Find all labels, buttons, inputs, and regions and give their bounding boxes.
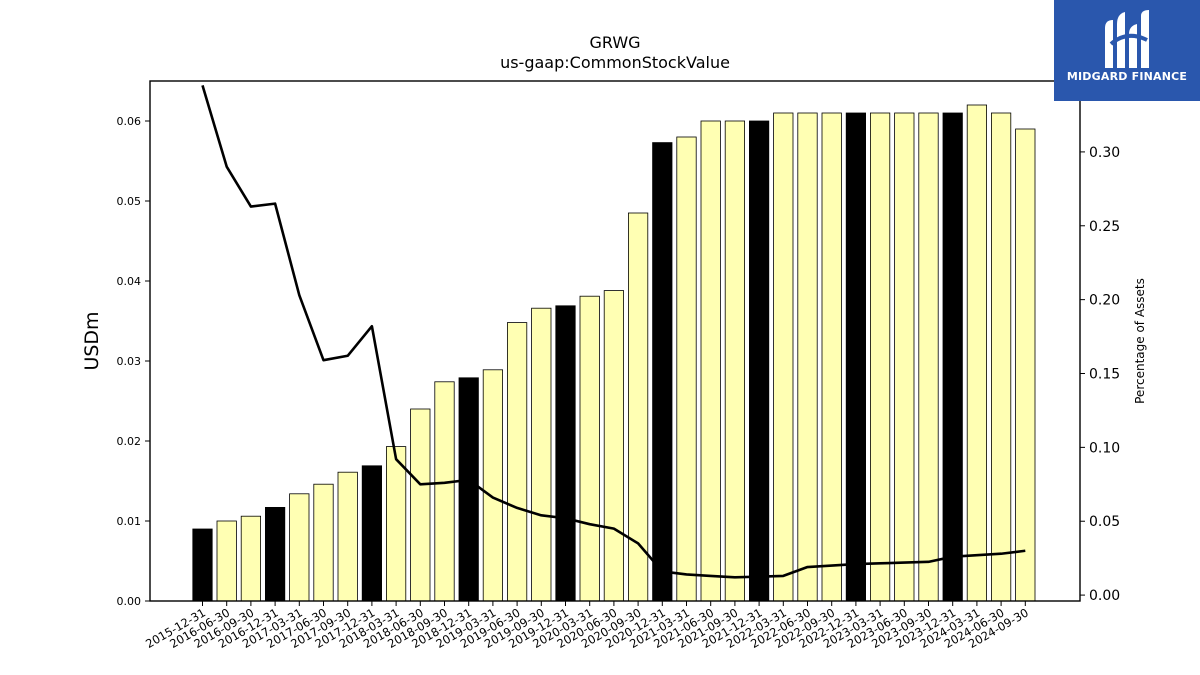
midgard-logo-icon [1105,10,1149,68]
bar-2017-09-30 [337,471,358,602]
y2-tick-label: 0.30 [1089,145,1120,161]
y2-tick-label: 0.15 [1089,367,1120,383]
bar-2019-03-31 [482,369,504,602]
y-axis-right: 0.00 0.05 0.10 0.15 0.20 0.25 0.30 [1080,145,1120,604]
y-tick-label: 0.06 [117,115,142,128]
y-tick-label: 0.00 [117,595,142,608]
bar-2019-12-31 [555,305,576,602]
midgard-finance-logo: MIDGARD FINANCE [1054,0,1200,101]
bar-2023-12-31 [942,112,963,602]
y2-tick-label: 0.10 [1089,440,1120,456]
bar-2017-12-31 [361,465,383,602]
bar-2022-09-30 [821,112,842,602]
bar-2024-09-30 [1015,128,1036,602]
bar-2023-03-31 [870,112,891,602]
bar-2017-06-30 [313,483,334,602]
y-tick-label: 0.04 [117,275,142,288]
logo-text: MIDGARD FINANCE [1066,70,1188,83]
y-axis-left: 0.00 0.01 0.02 0.03 0.04 0.05 0.06 [117,115,150,608]
bar-2018-12-31 [458,377,479,602]
y2-tick-label: 0.20 [1089,293,1120,309]
bar-2021-06-30 [700,120,721,602]
y2-axis-label: Percentage of Assets [1133,278,1147,404]
plot-frame [149,80,1081,602]
chart-title: GRWG [589,33,640,52]
bar-2020-03-31 [579,295,600,602]
bar-2022-03-31 [773,112,794,602]
bar-2023-06-30 [894,112,915,602]
line-layer [201,85,1026,579]
bar-2018-06-30 [410,408,431,602]
bar-2021-09-30 [724,120,746,602]
y-tick-label: 0.01 [117,515,142,528]
bar-2023-09-30 [918,112,939,602]
bar-2021-03-31 [676,136,697,602]
bar-2015-12-31 [192,528,213,602]
bar-2019-06-30 [506,322,528,602]
y-tick-label: 0.03 [117,355,142,368]
y2-tick-label: 0.05 [1089,514,1120,530]
bar-2016-06-30 [216,520,237,602]
bar-2024-03-31 [966,104,988,602]
bar-2020-12-31 [652,142,673,602]
y2-tick-label: 0.00 [1089,588,1120,604]
bar-2020-06-30 [603,290,625,602]
bar-2021-12-31 [749,120,770,602]
bar-2022-06-30 [797,112,818,602]
bars-layer [192,104,1036,602]
bar-2016-09-30 [240,515,261,602]
bar-2019-09-30 [531,307,552,602]
bar-2016-12-31 [264,506,286,602]
bar-2024-06-30 [991,112,1012,602]
chart-subtitle: us-gaap:CommonStockValue [500,53,730,72]
y-axis-label: USDm [81,311,103,370]
bar-2018-09-30 [434,381,455,602]
y-tick-label: 0.05 [117,195,142,208]
bar-2017-03-31 [289,493,310,602]
bar-2022-12-31 [845,112,867,602]
x-axis: 2015-12-312016-06-302016-09-302016-12-31… [143,601,1031,651]
percentage-of-assets-line [201,85,1026,579]
y-tick-label: 0.02 [117,435,142,448]
bar-2018-03-31 [385,446,407,602]
y2-tick-label: 0.25 [1089,219,1120,235]
